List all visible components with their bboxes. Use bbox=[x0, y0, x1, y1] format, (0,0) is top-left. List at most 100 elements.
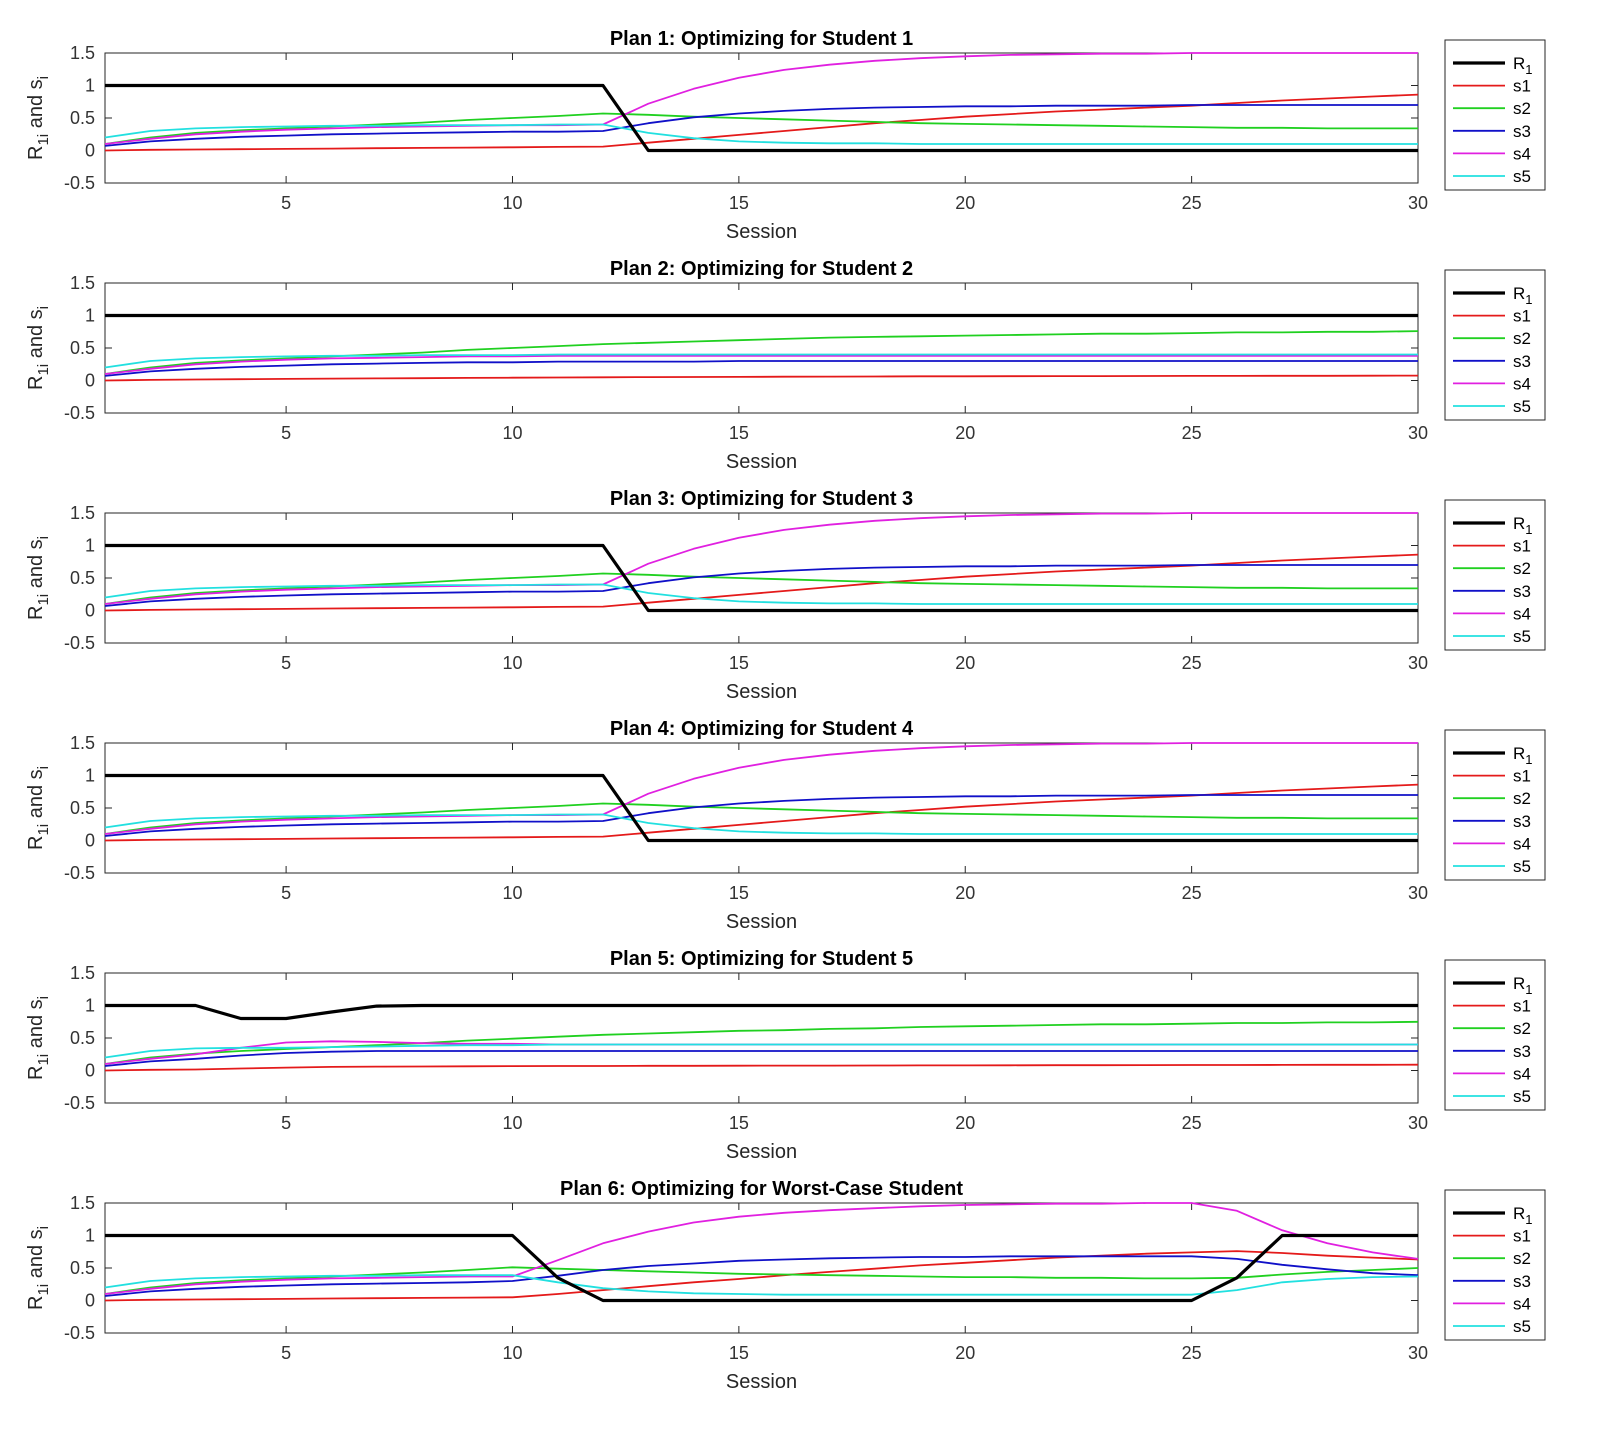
series-line-s4 bbox=[104, 354, 1418, 375]
x-axis-label: Session bbox=[726, 221, 797, 243]
x-tick-label: 5 bbox=[281, 193, 291, 213]
legend-label-s5: s5 bbox=[1513, 167, 1531, 186]
y-tick-label: -0.5 bbox=[64, 633, 95, 653]
y-tick-label: 1.5 bbox=[70, 503, 95, 523]
y-tick-label: 0.5 bbox=[70, 1258, 95, 1278]
y-axis-label: R1i and si bbox=[25, 1226, 52, 1310]
y-axis-label: R1i and si bbox=[25, 306, 52, 390]
x-tick-label: 5 bbox=[281, 1343, 291, 1363]
legend-label-s2: s2 bbox=[1513, 1019, 1531, 1038]
y-axis-label: R1i and si bbox=[25, 996, 52, 1080]
series-line-s3 bbox=[104, 1255, 1419, 1297]
x-tick-label: 30 bbox=[1408, 1343, 1428, 1363]
legend-label-s2: s2 bbox=[1513, 559, 1531, 578]
x-axis-label: Session bbox=[726, 681, 797, 703]
x-tick-label: 20 bbox=[955, 883, 975, 903]
y-tick-label: 0 bbox=[85, 141, 95, 161]
x-tick-label: 30 bbox=[1408, 653, 1428, 673]
series-line-s1 bbox=[104, 1063, 1419, 1072]
legend-label-s5: s5 bbox=[1513, 857, 1531, 876]
legend-label-s4: s4 bbox=[1513, 144, 1531, 163]
x-tick-label: 10 bbox=[502, 1113, 522, 1133]
x-tick-label: 25 bbox=[1182, 1113, 1202, 1133]
x-tick-label: 10 bbox=[502, 193, 522, 213]
x-tick-label: 25 bbox=[1182, 883, 1202, 903]
x-tick-label: 10 bbox=[502, 653, 522, 673]
chart-5: Plan 5: Optimizing for Student 55 10 15 20 2… bbox=[25, 948, 1546, 1163]
y-tick-label: 0.5 bbox=[70, 108, 95, 128]
x-axis-label: Session bbox=[726, 1141, 797, 1163]
x-tick-label: 15 bbox=[729, 1343, 749, 1363]
legend-label-s5: s5 bbox=[1513, 397, 1531, 416]
legend-label-s4: s4 bbox=[1513, 834, 1531, 853]
y-tick-label: 0 bbox=[85, 1061, 95, 1081]
legend-label-R1: R1 bbox=[1513, 284, 1533, 307]
legend-label-s1: s1 bbox=[1513, 307, 1531, 326]
chart-title: Plan 5: Optimizing for Student 5 bbox=[610, 948, 913, 970]
legend-label-s3: s3 bbox=[1513, 122, 1531, 141]
series-line-s5 bbox=[104, 1043, 1418, 1059]
y-tick-label: 1 bbox=[85, 1226, 95, 1246]
legend-label-s2: s2 bbox=[1513, 1249, 1531, 1268]
legend-label-s1: s1 bbox=[1513, 537, 1531, 556]
y-tick-label: 0 bbox=[85, 601, 95, 621]
legend-label-s5: s5 bbox=[1513, 1317, 1531, 1336]
series-line-s3 bbox=[104, 794, 1418, 837]
y-tick-label: 1.5 bbox=[70, 273, 95, 293]
chart-6: Plan 6: Optimizing for Worst-Case Studen… bbox=[25, 1178, 1546, 1393]
legend-label-s4: s4 bbox=[1513, 1064, 1531, 1083]
legend-label-s3: s3 bbox=[1513, 352, 1531, 371]
chart-4: Plan 4: Optimizing for Student 45 10 15 20 2… bbox=[25, 718, 1546, 933]
series-line-R1 bbox=[105, 543, 1418, 613]
legend-label-s4: s4 bbox=[1513, 374, 1531, 393]
legend-label-R1: R1 bbox=[1513, 744, 1533, 767]
y-tick-label: -0.5 bbox=[64, 1323, 95, 1343]
x-tick-label: 5 bbox=[281, 1113, 291, 1133]
legend-box bbox=[1444, 1189, 1546, 1341]
x-tick-label: 25 bbox=[1182, 423, 1202, 443]
y-tick-label: 0.5 bbox=[70, 798, 95, 818]
legend-label-s3: s3 bbox=[1513, 582, 1531, 601]
x-tick-label: 15 bbox=[729, 883, 749, 903]
series-line-s1 bbox=[104, 1250, 1419, 1302]
series-line-s5 bbox=[104, 123, 1418, 145]
y-tick-label: 1 bbox=[85, 306, 95, 326]
legend-label-s3: s3 bbox=[1513, 1042, 1531, 1061]
series-line-s3 bbox=[104, 104, 1418, 147]
x-tick-label: 15 bbox=[729, 653, 749, 673]
x-tick-label: 20 bbox=[955, 1343, 975, 1363]
series-line-s2 bbox=[104, 330, 1419, 375]
chart-title: Plan 4: Optimizing for Student 4 bbox=[610, 718, 914, 740]
legend-label-R1: R1 bbox=[1513, 1204, 1533, 1227]
y-axis-label: R1i and si bbox=[25, 766, 52, 850]
legend-label-s3: s3 bbox=[1513, 812, 1531, 831]
x-tick-label: 30 bbox=[1408, 423, 1428, 443]
x-tick-label: 10 bbox=[502, 423, 522, 443]
legend-label-s3: s3 bbox=[1513, 1272, 1531, 1291]
legend-label-s1: s1 bbox=[1513, 77, 1531, 96]
series-line-s4 bbox=[104, 1202, 1419, 1295]
series-line-s5 bbox=[104, 583, 1418, 605]
chart-title: Plan 1: Optimizing for Student 1 bbox=[610, 28, 913, 50]
y-axis-label: R1i and si bbox=[25, 536, 52, 620]
chart-title: Plan 3: Optimizing for Student 3 bbox=[610, 488, 913, 510]
y-tick-label: 0 bbox=[85, 371, 95, 391]
plot-area bbox=[104, 282, 1419, 414]
legend-label-s5: s5 bbox=[1513, 1087, 1531, 1106]
y-tick-label: 1.5 bbox=[70, 43, 95, 63]
legend-box bbox=[1444, 959, 1546, 1111]
series-line-R1 bbox=[105, 83, 1418, 153]
x-tick-label: 20 bbox=[955, 423, 975, 443]
y-tick-label: 0.5 bbox=[70, 568, 95, 588]
series-line-R1 bbox=[105, 1003, 1418, 1021]
x-tick-label: 15 bbox=[729, 423, 749, 443]
legend-box bbox=[1444, 499, 1546, 651]
legend-label-s4: s4 bbox=[1513, 604, 1531, 623]
plot-area bbox=[104, 972, 1419, 1104]
x-tick-label: 15 bbox=[729, 193, 749, 213]
